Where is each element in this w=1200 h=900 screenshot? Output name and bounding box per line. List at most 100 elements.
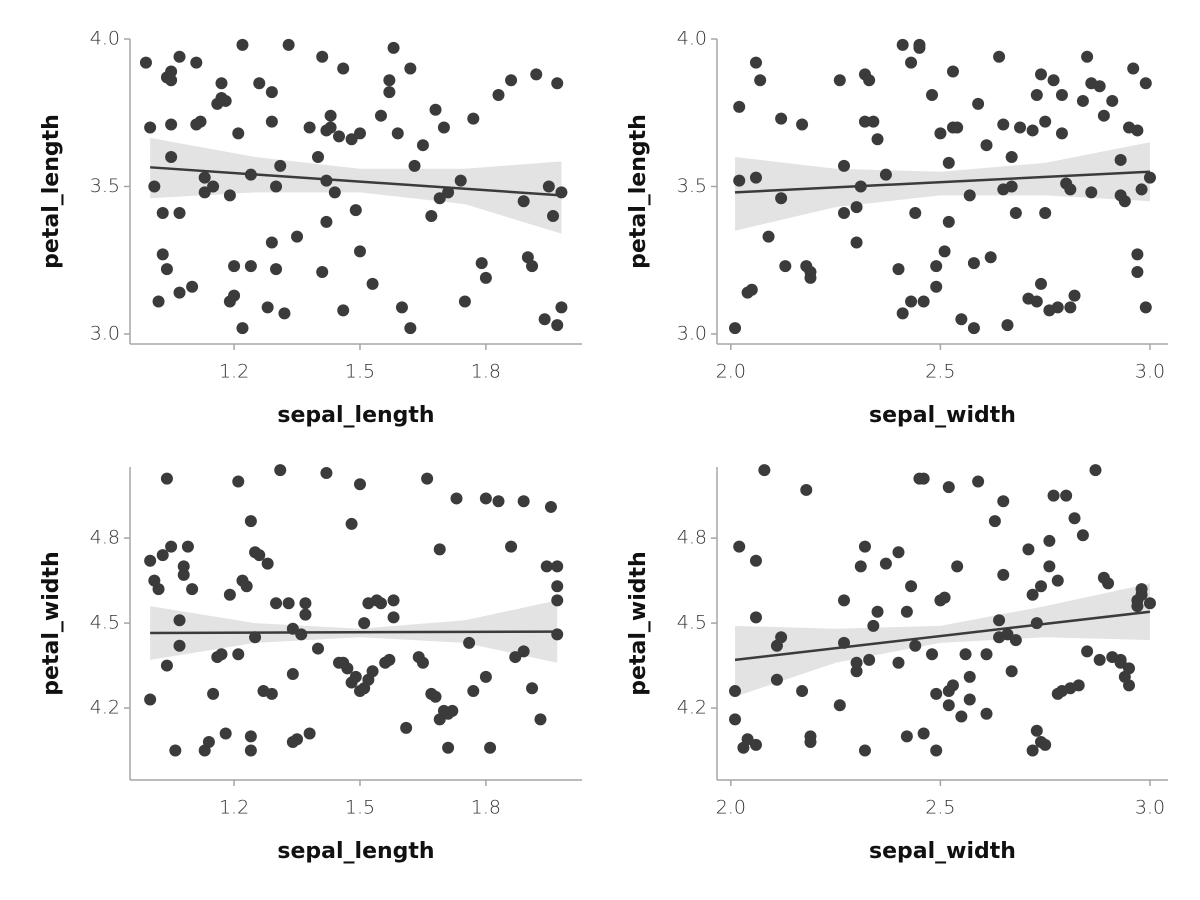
scatter-point: [930, 744, 943, 757]
scatter-point: [324, 121, 337, 134]
scatter-point: [429, 103, 442, 116]
scatter-point: [223, 189, 236, 202]
scatter-point: [320, 174, 333, 187]
scatter-point: [463, 636, 476, 649]
scatter-point: [980, 707, 993, 720]
scatter-point: [1081, 50, 1094, 63]
scatter-point: [779, 260, 792, 273]
scatter-point: [900, 605, 913, 618]
x-tick-label: 1.8: [471, 797, 501, 819]
y-tick-label: 4.2: [90, 697, 120, 719]
scatter-point: [796, 118, 809, 131]
scatter-point: [926, 89, 939, 102]
scatter-point: [282, 597, 295, 610]
x-tick-label: 1.8: [471, 361, 501, 383]
scatter-point: [148, 180, 161, 193]
scatter-point: [530, 68, 543, 81]
regression-line: [734, 170, 1151, 194]
scatter-point: [900, 730, 913, 743]
scatter-point: [165, 150, 178, 163]
scatter-point: [383, 74, 396, 87]
scatter-point: [1118, 195, 1131, 208]
scatter-point: [156, 549, 169, 562]
scatter-point: [892, 656, 905, 669]
scatter-point: [156, 207, 169, 220]
scatter-point: [181, 540, 194, 553]
scatter-point: [353, 478, 366, 491]
scatter-point: [1072, 679, 1085, 692]
scatter-point: [433, 543, 446, 556]
scatter-point: [144, 693, 157, 706]
x-tick-label: 1.2: [219, 797, 249, 819]
scatter-point: [863, 74, 876, 87]
scatter-point: [517, 645, 530, 658]
scatter-point: [324, 109, 337, 122]
scatter-point: [555, 186, 568, 199]
scatter-point: [955, 313, 968, 326]
scatter-point: [1022, 543, 1035, 556]
scatter-point: [1093, 80, 1106, 93]
scatter-point: [374, 109, 387, 122]
scatter-point: [1051, 301, 1064, 314]
scatter-point: [917, 727, 930, 740]
scatter-point: [395, 301, 408, 314]
scatter-point: [425, 209, 438, 222]
scatter-point: [215, 77, 228, 90]
scatter-point: [551, 594, 564, 607]
scatter-point: [1030, 89, 1043, 102]
scatter-point: [353, 245, 366, 258]
scatter-point: [312, 150, 325, 163]
scatter-point: [930, 687, 943, 700]
scatter-point: [337, 62, 350, 75]
x-axis-label: sepal_width: [869, 839, 1016, 864]
scatter-point: [274, 464, 287, 477]
scatter-point: [139, 56, 152, 69]
scatter-point: [1131, 266, 1144, 279]
scatter-point: [754, 74, 767, 87]
scatter-point: [758, 464, 771, 477]
scatter-point: [1131, 124, 1144, 137]
scatter-point: [993, 50, 1006, 63]
scatter-point: [988, 515, 1001, 528]
scatter-point: [416, 139, 429, 152]
x-tick-label: 3.0: [1135, 797, 1165, 819]
scatter-point: [282, 38, 295, 51]
scatter-point: [850, 665, 863, 678]
scatter-point: [312, 642, 325, 655]
scatter-point: [551, 560, 564, 573]
y-tick-label: 4.8: [677, 527, 707, 549]
scatter-point: [1114, 656, 1127, 669]
y-tick-label: 4.5: [677, 612, 707, 634]
scatter-point: [858, 540, 871, 553]
scatter-point: [408, 159, 421, 172]
scatter-point: [867, 619, 880, 632]
scatter-point: [194, 115, 207, 128]
scatter-point: [416, 656, 429, 669]
scatter-point: [905, 56, 918, 69]
scatter-point: [555, 301, 568, 314]
scatter-point: [942, 156, 955, 169]
scatter-point: [838, 207, 851, 220]
y-tick-label: 3.0: [677, 322, 707, 344]
y-tick-label: 4.2: [677, 697, 707, 719]
y-tick-label: 3.5: [90, 175, 120, 197]
scatter-point: [749, 554, 762, 567]
scatter-point: [152, 583, 165, 596]
scatter-point: [215, 648, 228, 661]
scatter-point: [177, 568, 190, 581]
scatter-point: [404, 322, 417, 335]
scatter-point: [526, 682, 539, 695]
scatter-point: [1034, 68, 1047, 81]
scatter-point: [349, 204, 362, 217]
scatter-point: [959, 648, 972, 661]
scatter-point: [1123, 679, 1136, 692]
x-tick-label: 2.0: [716, 361, 746, 383]
x-tick-label: 1.2: [219, 361, 249, 383]
scatter-point: [749, 171, 762, 184]
y-tick-label: 4.5: [90, 612, 120, 634]
scatter-point: [942, 481, 955, 494]
scatter-point: [232, 127, 245, 140]
confidence-band: [150, 137, 562, 234]
scatter-point: [1093, 653, 1106, 666]
scatter-point: [1068, 289, 1081, 302]
